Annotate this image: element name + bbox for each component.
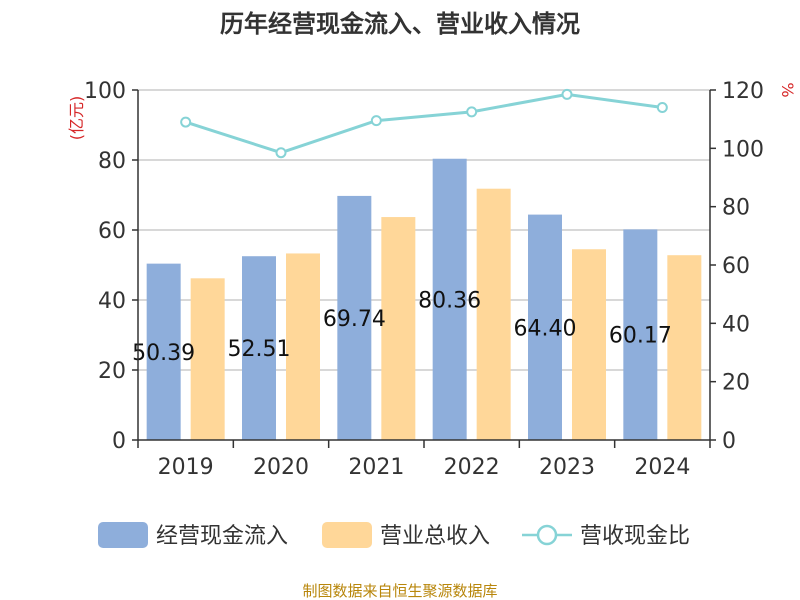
legend-swatch xyxy=(322,522,372,548)
left-tick-label: 40 xyxy=(98,289,126,314)
grid-lines xyxy=(138,89,710,371)
right-tick-label: 0 xyxy=(722,429,736,454)
left-tick-label: 20 xyxy=(98,359,126,384)
legend: 经营现金流入 营业总收入 营收现金比 xyxy=(98,522,690,549)
bar-labels: 50.39 52.51 69.74 80.36 64.40 60.17 xyxy=(132,288,672,365)
ratio-point xyxy=(656,102,668,113)
bar-revenue-2023 xyxy=(572,249,606,440)
legend-line-marker xyxy=(536,524,558,546)
legend-label: 营业总收入 xyxy=(380,524,490,549)
x-tick-label: 2022 xyxy=(444,455,500,480)
bar-value-label: 80.36 xyxy=(418,288,481,313)
x-tick-label: 2021 xyxy=(348,455,404,480)
bar-value-label: 60.17 xyxy=(609,324,672,349)
ratio-point xyxy=(180,116,192,128)
bar-value-label: 69.74 xyxy=(323,307,386,332)
bar-cash-inflow-2020 xyxy=(242,256,276,440)
legend-swatch xyxy=(98,522,148,548)
axes: 0 20 40 60 80 100 0 20 40 60 80 100 120 2019 2020 2021 2… xyxy=(84,79,764,480)
left-tick-label: 60 xyxy=(98,219,126,244)
bar-cash-inflow-2022 xyxy=(432,158,467,441)
bar-value-label: 50.39 xyxy=(132,341,195,366)
bar-cash-inflow-2019 xyxy=(146,263,181,440)
left-tick-label: 100 xyxy=(84,79,126,104)
right-axis-unit: % xyxy=(778,82,797,97)
right-tick-label: 120 xyxy=(722,79,764,104)
bar-revenue-2022 xyxy=(476,188,511,440)
right-tick-label: 40 xyxy=(722,312,750,337)
bar-value-label: 52.51 xyxy=(228,337,291,362)
ratio-point xyxy=(370,115,382,127)
ratio-point xyxy=(466,106,478,118)
right-tick-label: 80 xyxy=(722,196,750,221)
bar-value-label: 64.40 xyxy=(514,316,577,341)
x-tick-label: 2020 xyxy=(253,455,309,480)
x-tick-label: 2019 xyxy=(158,455,214,480)
bar-cash-inflow-2024 xyxy=(623,229,658,440)
bar-revenue-2021 xyxy=(381,217,416,440)
left-axis-unit: (亿元) xyxy=(67,96,86,141)
x-tick-label: 2023 xyxy=(539,455,595,480)
bar-cash-inflow-2021 xyxy=(337,195,372,440)
x-tick-label: 2024 xyxy=(634,455,690,480)
ratio-line xyxy=(180,88,668,159)
ratio-line-path xyxy=(185,92,663,155)
right-tick-label: 20 xyxy=(722,371,750,396)
bar-cash-inflow-2023 xyxy=(528,214,562,440)
bar-revenue-2019 xyxy=(190,278,225,440)
legend-label: 经营现金流入 xyxy=(156,524,288,549)
bar-revenue-2024 xyxy=(667,255,702,440)
bar-revenue-2020 xyxy=(286,253,320,440)
bars xyxy=(146,158,702,441)
right-tick-label: 100 xyxy=(722,137,764,162)
legend-label: 营收现金比 xyxy=(580,524,690,549)
source-note: 制图数据来自恒生聚源数据库 xyxy=(302,582,497,600)
left-tick-label: 0 xyxy=(112,429,126,454)
ratio-point xyxy=(561,88,573,100)
chart-title: 历年经营现金流入、营业收入情况 xyxy=(220,10,580,38)
ratio-point xyxy=(275,147,287,159)
right-tick-label: 60 xyxy=(722,254,750,279)
left-tick-label: 80 xyxy=(98,149,126,174)
